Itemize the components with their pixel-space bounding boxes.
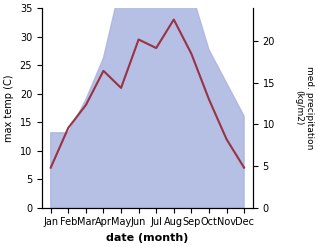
Y-axis label: med. precipitation
(kg/m2): med. precipitation (kg/m2) xyxy=(294,66,314,149)
Y-axis label: max temp (C): max temp (C) xyxy=(4,74,14,142)
X-axis label: date (month): date (month) xyxy=(106,233,189,243)
